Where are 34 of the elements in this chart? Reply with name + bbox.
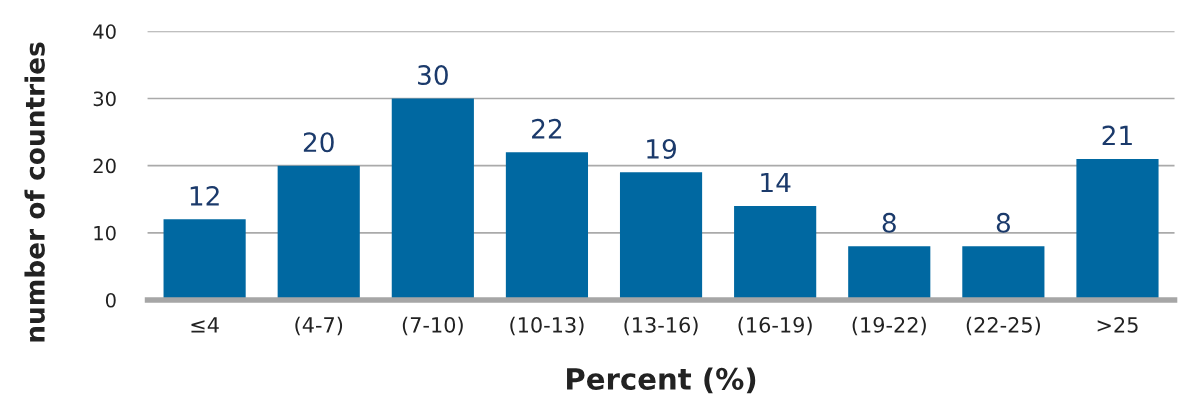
bar [163, 219, 246, 300]
data-label: 12 [190, 185, 219, 206]
bar [734, 205, 817, 300]
bar [391, 98, 474, 300]
y-tick-label: 20 [93, 158, 116, 174]
y-tick-label: 0 [105, 292, 116, 308]
data-label: 8 [882, 212, 896, 233]
bar [505, 152, 589, 300]
bar [277, 165, 360, 300]
x-tick-label: (7-10) [402, 316, 463, 336]
bar [962, 246, 1045, 300]
y-axis-title: number of countries [24, 42, 45, 342]
bar [619, 172, 703, 300]
data-label: 20 [303, 132, 334, 153]
y-tick-label: 10 [94, 225, 116, 241]
x-tick-label: >25 [1097, 316, 1138, 333]
data-label: 22 [532, 118, 562, 139]
y-tick-label: 30 [93, 91, 116, 107]
data-label: 14 [761, 172, 791, 193]
bar [848, 246, 931, 300]
x-axis-title: Percent (%) [567, 367, 756, 394]
data-label: 30 [418, 65, 448, 86]
x-tick-label: (4-7) [295, 316, 343, 336]
y-tick-label: 40 [93, 24, 116, 39]
x-tick-label: (22-25) [966, 316, 1040, 336]
x-tick-label: (13-16) [624, 316, 698, 336]
data-label: 8 [996, 212, 1010, 233]
x-tick-label: ≤4 [191, 317, 219, 333]
bar [1076, 158, 1159, 300]
data-label: 19 [647, 138, 676, 159]
x-tick-label: (19-22) [852, 316, 926, 336]
x-tick-label: (10-13) [510, 316, 584, 336]
data-label: 21 [1102, 125, 1132, 146]
x-tick-label: (16-19) [738, 316, 812, 336]
